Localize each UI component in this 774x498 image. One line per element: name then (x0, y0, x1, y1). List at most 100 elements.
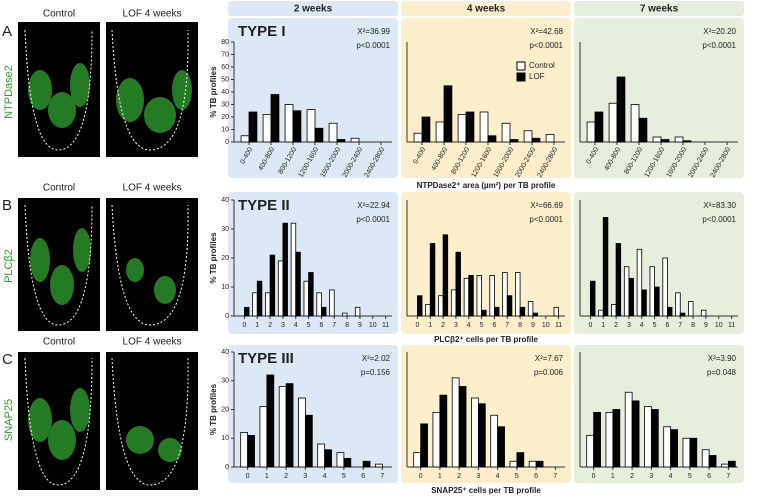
bar (527, 301, 534, 317)
x-tick-label: 6 (492, 322, 496, 329)
bar (439, 394, 448, 468)
bar (350, 137, 360, 143)
bar (317, 443, 326, 468)
bar (630, 104, 640, 143)
bar (700, 309, 707, 317)
column-header: 4 weeks (467, 4, 506, 15)
y-tick-label: 10 (221, 435, 229, 442)
legend-swatch (516, 72, 526, 82)
x-tick-label: 1 (601, 322, 605, 329)
bar (438, 295, 444, 317)
bar (304, 414, 313, 468)
bar (457, 114, 467, 143)
x-tick-label: 1 (438, 473, 442, 480)
x-tick-label: 8 (518, 322, 522, 329)
bar (277, 260, 284, 317)
image (106, 198, 198, 331)
bar (689, 437, 698, 468)
bar (435, 121, 445, 143)
column-headers: 2 weeks 4 weeks 7 weeks (228, 1, 744, 16)
chart-title: TYPE II (238, 197, 290, 214)
image (106, 352, 198, 490)
header-box (401, 1, 571, 16)
bar (644, 406, 652, 468)
bar (413, 132, 423, 143)
x-tick-label: 0 (592, 473, 596, 480)
x-tick-label: 6 (665, 322, 669, 329)
bar (259, 406, 268, 468)
panel-letter: B (2, 197, 12, 214)
x-tick-label: 5 (480, 322, 484, 329)
bar (295, 251, 301, 317)
bar (329, 289, 335, 317)
bar (465, 111, 475, 143)
bar (443, 85, 453, 143)
bar (501, 122, 511, 143)
x-tick-label: 3 (649, 473, 653, 480)
x-tick-label: 6 (707, 473, 711, 480)
bar (516, 452, 525, 468)
bar (532, 312, 538, 317)
panel-letter: C (2, 351, 13, 368)
condition-label: Control (43, 337, 75, 348)
x-tick-label: 1 (611, 473, 615, 480)
x-tick-label: 2 (268, 322, 272, 329)
x-tick-label: 3 (476, 473, 480, 480)
bar (509, 460, 518, 468)
bar (605, 411, 614, 468)
bar (266, 374, 275, 468)
bar (660, 139, 670, 143)
bar (314, 127, 324, 143)
x-tick-label: 5 (653, 322, 657, 329)
x-tick-label: 11 (382, 322, 389, 329)
x-tick-label: 2 (457, 473, 461, 480)
statistic: p<0.0001 (702, 41, 736, 50)
bar (675, 292, 681, 317)
statistic: Χ²=36.99 (357, 27, 390, 36)
x-tick-label: 11 (555, 322, 562, 329)
bar (451, 377, 460, 468)
bar (701, 449, 710, 468)
bar (528, 460, 537, 468)
bar (649, 266, 655, 317)
outline (24, 29, 189, 486)
micrographs (18, 22, 198, 490)
y-tick-label: 80 (221, 39, 229, 46)
x-tick-label: 10 (542, 322, 550, 329)
y-tick-label: 20 (221, 255, 229, 262)
bar (336, 139, 346, 143)
column-header: 2 weeks (294, 4, 333, 15)
y-tick-label: 0 (225, 139, 229, 146)
x-tick-label: 9 (704, 322, 708, 329)
x-tick-label: 8 (691, 322, 695, 329)
bar (628, 277, 634, 317)
bar (417, 295, 423, 317)
bar (290, 222, 297, 317)
x-tick-label: 0 (419, 473, 423, 480)
bar (636, 248, 643, 317)
x-tick-label: 4 (496, 473, 500, 480)
bar (262, 114, 272, 143)
x-axis-label: PLCβ2⁺ cells per TB profile (434, 335, 538, 344)
bar (586, 434, 595, 468)
y-tick-label: 10 (221, 284, 229, 291)
bar (616, 76, 626, 143)
bar (682, 437, 691, 468)
bar (463, 277, 470, 317)
x-tick-label: 7 (678, 322, 682, 329)
bar (479, 111, 489, 143)
statistic: p=0.048 (707, 368, 737, 377)
column-header: 7 weeks (640, 4, 679, 15)
tissue-signal (28, 63, 192, 462)
condition-label: Control (43, 9, 75, 20)
header-box (574, 1, 744, 16)
bar (679, 312, 686, 317)
y-tick-label: 70 (221, 51, 229, 58)
bar (531, 137, 541, 143)
x-tick-label: 5 (342, 473, 346, 480)
y-tick-label: 50 (221, 76, 229, 83)
x-tick-label: 9 (358, 322, 362, 329)
x-tick-label: 2 (441, 322, 445, 329)
x-tick-label: 0 (242, 322, 246, 329)
